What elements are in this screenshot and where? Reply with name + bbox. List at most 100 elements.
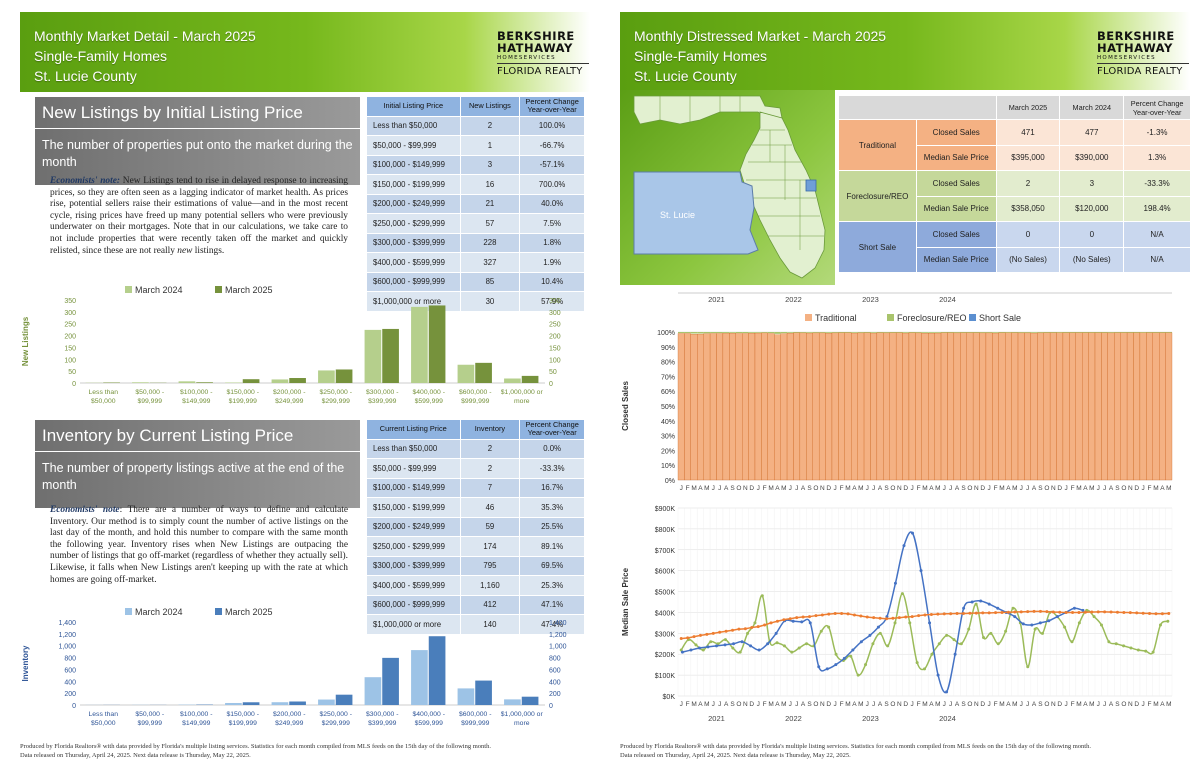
bar	[335, 369, 353, 383]
point-foreclosure-reo	[930, 652, 934, 656]
bar-foreclosure	[870, 332, 877, 333]
year-label: 2023	[862, 295, 879, 304]
year-label: 2021	[708, 295, 725, 304]
bar-foreclosure	[825, 332, 832, 333]
month-label: S	[807, 701, 812, 708]
point-foreclosure-reo	[945, 633, 949, 637]
table-cell: $250,000 - $299,999	[366, 536, 461, 557]
y-tick-label: $600K	[655, 569, 676, 576]
table-cell: 25.5%	[519, 516, 585, 537]
bar-foreclosure	[710, 332, 717, 334]
bar-foreclosure	[1127, 332, 1134, 333]
point-foreclosure-reo	[1166, 619, 1170, 623]
bar-foreclosure	[1082, 332, 1089, 333]
table-row: $100,000 - $149,999 7 16.7%	[366, 477, 585, 498]
point-traditional	[987, 611, 991, 615]
table-row: $200,000 - $249,999 21 40.0%	[366, 193, 585, 214]
closed-sales-chart: 2021 2022 2023 2024 Traditional Foreclosure/R…	[621, 292, 1173, 492]
y-tick-label: 200	[64, 334, 76, 341]
point-short-sale	[868, 633, 872, 637]
bar-foreclosure	[966, 332, 974, 333]
y-tick-label: 150	[64, 345, 76, 352]
bar-traditional	[1062, 332, 1070, 481]
bar-traditional	[799, 332, 807, 481]
bar-traditional	[979, 332, 987, 481]
point-traditional	[891, 616, 895, 620]
table-row: $300,000 - $399,999 228 1.8%	[366, 232, 585, 253]
point-traditional	[1154, 612, 1158, 616]
table-cell: $150,000 - $199,999	[366, 497, 461, 518]
footer-line-2: Data released on Thursday, April 24, 202…	[20, 752, 251, 759]
distressed-table: March 2025 March 2024 Percent Change Yea…	[838, 95, 1191, 273]
bar-foreclosure	[947, 332, 954, 333]
point-foreclosure-reo	[819, 629, 823, 633]
x-tick-label: $50,000	[91, 398, 116, 405]
new-listings-subtitle: The number of properties put onto the ma…	[35, 128, 360, 171]
point-foreclosure-reo	[731, 646, 735, 650]
point-short-sale	[893, 581, 897, 585]
point-foreclosure-reo	[1092, 615, 1096, 619]
bar-foreclosure	[1095, 332, 1102, 333]
table-cell: $300,000 - $399,999	[366, 232, 461, 253]
year-label: 2022	[785, 295, 802, 304]
footer-line-1: Produced by Florida Realtors® with data …	[620, 743, 1091, 750]
bar-foreclosure	[735, 332, 743, 334]
bar-traditional	[940, 332, 948, 481]
point-foreclosure-reo	[908, 621, 912, 625]
point-traditional	[731, 628, 735, 632]
bar-traditional	[992, 332, 999, 481]
point-traditional	[994, 611, 998, 615]
y2-tick-label: 350	[549, 298, 561, 305]
month-label: A	[1160, 701, 1165, 708]
month-label: A	[929, 701, 934, 708]
point-foreclosure-reo	[753, 621, 757, 625]
bar-foreclosure	[915, 332, 922, 333]
month-label: J	[866, 485, 869, 492]
x-tick-label: $999,999	[461, 720, 490, 727]
point-short-sale	[842, 656, 846, 660]
bar-traditional	[703, 333, 711, 481]
bar-traditional	[690, 334, 698, 481]
x-tick-label: $150,000 -	[226, 711, 259, 718]
y2-tick-label: 50	[549, 369, 557, 376]
table-cell: 412	[459, 594, 521, 615]
table-row: $150,000 - $199,999 16 700.0%	[366, 174, 585, 195]
month-label: J	[1065, 485, 1068, 492]
bar-foreclosure	[742, 332, 749, 334]
y2-tick-label: 100	[549, 357, 561, 364]
bar-traditional	[1030, 332, 1038, 481]
bar-foreclosure	[754, 332, 762, 333]
point-traditional	[814, 614, 818, 618]
bar-foreclosure	[697, 332, 704, 334]
month-label: O	[1044, 701, 1049, 708]
month-label: N	[974, 485, 979, 492]
table-cell: $600,000 - $999,999	[366, 594, 461, 615]
point-traditional	[1103, 610, 1107, 614]
bar-traditional	[895, 332, 903, 481]
bar-foreclosure	[819, 332, 826, 333]
x-tick-label: $50,000 -	[135, 389, 164, 396]
table-cell: $50,000 - $99,999	[366, 458, 461, 479]
month-label: N	[1051, 701, 1056, 708]
table-cell: 100.0%	[519, 115, 585, 136]
month-label: A	[1083, 485, 1088, 492]
x-tick-label: $99,999	[137, 720, 162, 727]
bar-traditional	[1017, 332, 1025, 481]
bar-traditional	[1120, 332, 1128, 481]
column-header: New Listings	[459, 96, 521, 117]
month-label: J	[1020, 485, 1023, 492]
blank-header	[838, 95, 997, 120]
point-traditional	[737, 627, 741, 631]
bar-traditional	[1152, 332, 1160, 481]
bar-traditional	[870, 332, 878, 481]
column-header: Initial Listing Price	[366, 96, 461, 117]
month-label: J	[795, 701, 798, 708]
point-traditional	[718, 630, 722, 634]
month-label: A	[801, 485, 806, 492]
point-traditional	[878, 616, 882, 620]
month-label: O	[813, 701, 818, 708]
month-label: O	[1121, 485, 1126, 492]
table-cell: $200,000 - $249,999	[366, 193, 461, 214]
x-tick-label: more	[514, 720, 530, 727]
point-traditional	[904, 615, 908, 619]
